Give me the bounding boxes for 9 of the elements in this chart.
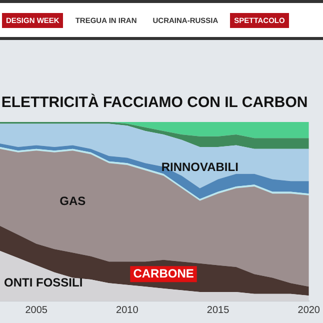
x-tick-label: 2005 <box>25 304 48 316</box>
chart-title: ELETTRICITÀ FACCIAMO CON IL CARBON <box>1 93 308 112</box>
series-label: GAS <box>60 194 86 208</box>
x-tick-label: 2010 <box>116 304 139 316</box>
x-tick-label: 2015 <box>206 304 230 316</box>
series-label: ONTI FOSSILI <box>4 275 83 290</box>
x-tick-label: 2020 <box>298 304 320 316</box>
series-label: RINNOVABILI <box>161 160 238 174</box>
series-label: CARBONE <box>133 266 194 280</box>
